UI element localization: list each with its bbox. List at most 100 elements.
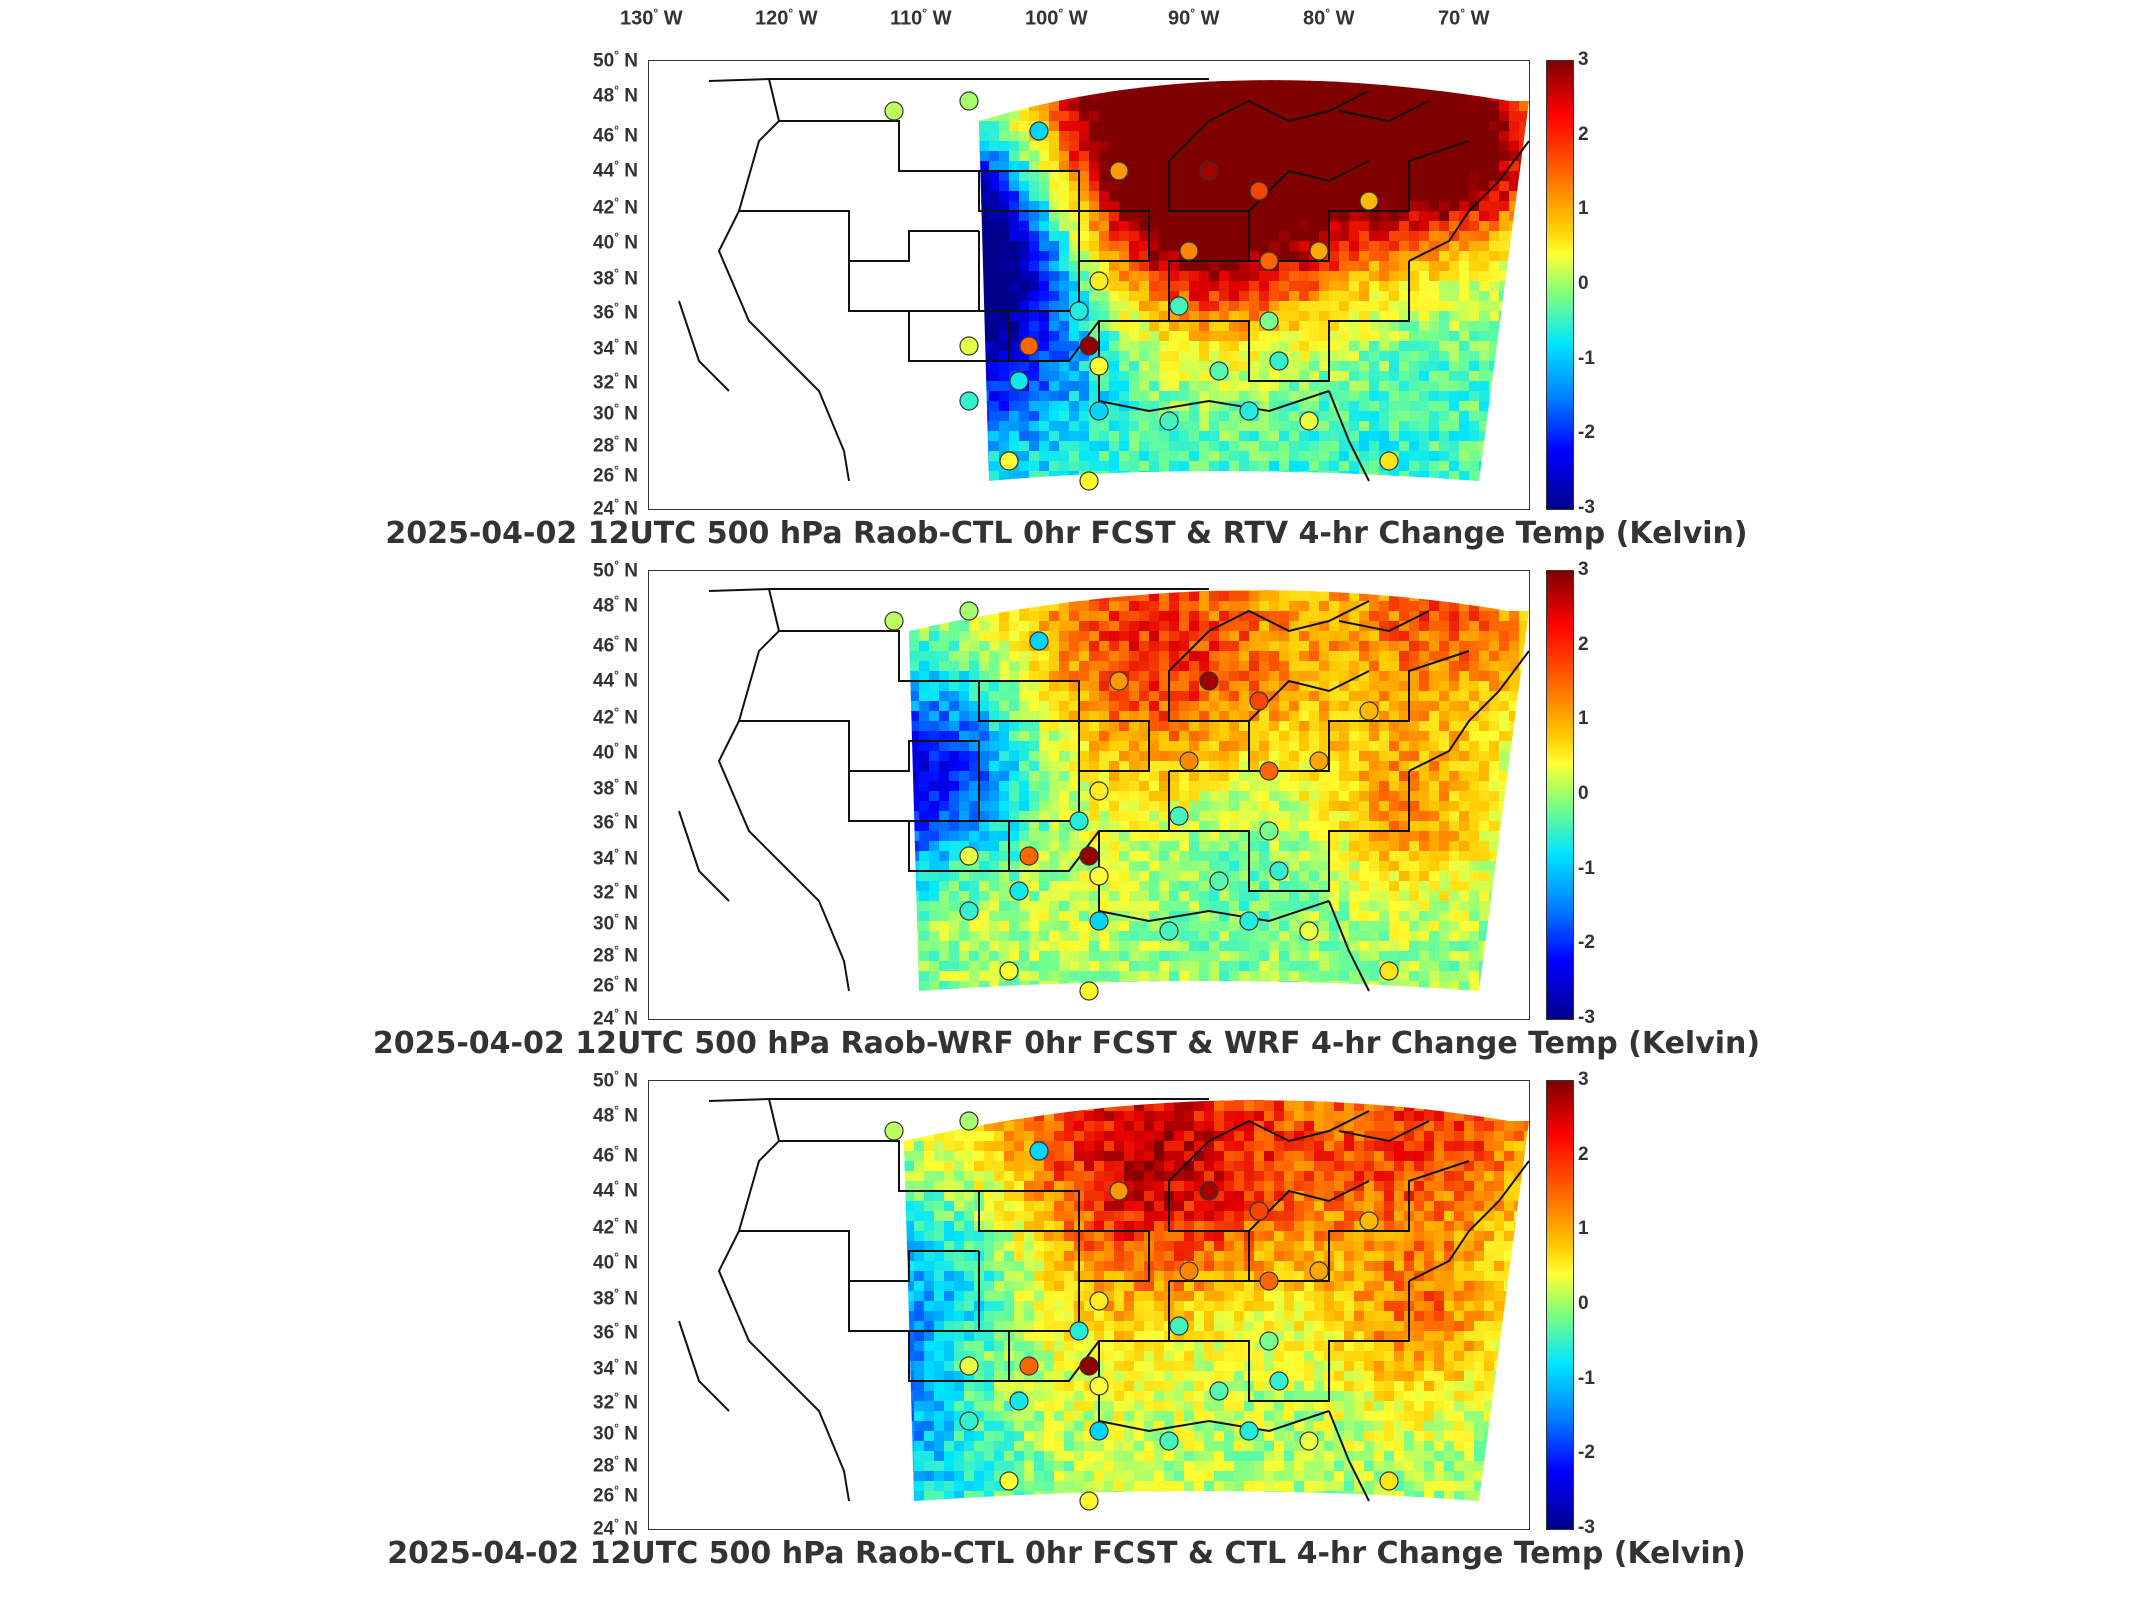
colorbar-tick-label: -1 bbox=[1578, 1367, 1595, 1389]
raob-station-marker bbox=[1259, 1331, 1279, 1351]
raob-station-marker bbox=[1109, 161, 1129, 181]
lat-label-50n: 50° N bbox=[593, 48, 638, 72]
lon-label-80w: 80° W bbox=[1303, 6, 1355, 30]
colorbar-tick-label: -3 bbox=[1578, 497, 1595, 518]
raob-station-marker bbox=[1079, 1356, 1099, 1376]
raob-station-marker bbox=[1239, 1421, 1259, 1441]
lat-label-30n: 30° N bbox=[593, 1421, 638, 1445]
colorbar-tick-label: -2 bbox=[1578, 932, 1595, 954]
raob-station-marker bbox=[1089, 356, 1109, 376]
raob-station-marker bbox=[1089, 1291, 1109, 1311]
lat-label-48n: 48° N bbox=[593, 1103, 638, 1127]
raob-station-marker bbox=[1269, 351, 1289, 371]
lat-label-32n: 32° N bbox=[593, 370, 638, 394]
raob-station-marker bbox=[1259, 311, 1279, 331]
colorbar bbox=[1546, 570, 1574, 1020]
lat-label-42n: 42° N bbox=[593, 1215, 638, 1239]
lat-label-50n: 50° N bbox=[593, 1068, 638, 1092]
raob-station-marker bbox=[1029, 631, 1049, 651]
raob-station-marker bbox=[1079, 846, 1099, 866]
lat-label-38n: 38° N bbox=[593, 266, 638, 290]
raob-station-marker bbox=[1309, 1261, 1329, 1281]
lat-label-40n: 40° N bbox=[593, 230, 638, 254]
raob-station-marker bbox=[1299, 411, 1319, 431]
raob-station-marker bbox=[1179, 241, 1199, 261]
raob-station-marker bbox=[999, 961, 1019, 981]
raob-station-marker bbox=[959, 391, 979, 411]
lat-label-32n: 32° N bbox=[593, 1390, 638, 1414]
lat-label-24n: 24° N bbox=[593, 496, 638, 520]
panel-caption: 2025-04-02 12UTC 500 hPa Raob-CTL 0hr FC… bbox=[387, 1536, 1746, 1571]
lat-label-48n: 48° N bbox=[593, 593, 638, 617]
colorbar bbox=[1546, 1080, 1574, 1530]
lat-label-44n: 44° N bbox=[593, 158, 638, 182]
lat-label-26n: 26° N bbox=[593, 1483, 638, 1507]
colorbar-tick-label: 3 bbox=[1578, 1069, 1589, 1090]
raob-station-marker bbox=[1379, 1471, 1399, 1491]
raob-station-marker bbox=[959, 1411, 979, 1431]
lat-label-28n: 28° N bbox=[593, 433, 638, 457]
anomaly-field bbox=[909, 590, 1529, 992]
raob-station-marker bbox=[1159, 411, 1179, 431]
raob-station-marker bbox=[999, 1471, 1019, 1491]
lat-label-30n: 30° N bbox=[593, 401, 638, 425]
raob-station-marker bbox=[1159, 921, 1179, 941]
lat-label-44n: 44° N bbox=[593, 1178, 638, 1202]
colorbar-tick-label: -1 bbox=[1578, 347, 1595, 369]
raob-station-marker bbox=[1089, 866, 1109, 886]
raob-station-marker bbox=[1299, 1431, 1319, 1451]
raob-station-marker bbox=[1249, 691, 1269, 711]
state-boundaries bbox=[678, 1097, 1529, 1502]
raob-station-marker bbox=[1359, 1211, 1379, 1231]
lat-label-38n: 38° N bbox=[593, 1286, 638, 1310]
raob-station-marker bbox=[1169, 806, 1189, 826]
raob-station-marker bbox=[1269, 1371, 1289, 1391]
raob-station-marker bbox=[999, 451, 1019, 471]
raob-station-marker bbox=[1259, 1271, 1279, 1291]
colorbar-tick-label: 3 bbox=[1578, 49, 1589, 70]
raob-station-marker bbox=[1169, 1316, 1189, 1336]
lat-label-26n: 26° N bbox=[593, 463, 638, 487]
lat-label-34n: 34° N bbox=[593, 1356, 638, 1380]
raob-station-marker bbox=[1379, 961, 1399, 981]
lat-label-42n: 42° N bbox=[593, 195, 638, 219]
state-boundaries bbox=[678, 77, 1529, 482]
lon-label-90w: 90° W bbox=[1168, 6, 1220, 30]
lat-label-30n: 30° N bbox=[593, 911, 638, 935]
lat-label-36n: 36° N bbox=[593, 300, 638, 324]
raob-station-marker bbox=[1199, 671, 1219, 691]
colorbar-tick-label: 3 bbox=[1578, 559, 1589, 580]
raob-station-marker bbox=[1209, 871, 1229, 891]
raob-station-marker bbox=[1179, 751, 1199, 771]
raob-station-marker bbox=[959, 91, 979, 111]
lon-label-110w: 110° W bbox=[890, 6, 952, 30]
raob-station-marker bbox=[1069, 811, 1089, 831]
raob-station-marker bbox=[1259, 821, 1279, 841]
colorbar-tick-label: -2 bbox=[1578, 422, 1595, 444]
map-frame bbox=[648, 1080, 1530, 1530]
colorbar-tick-label: 0 bbox=[1578, 1293, 1589, 1314]
raob-station-marker bbox=[1089, 911, 1109, 931]
temperature-field-map bbox=[678, 587, 1529, 1001]
raob-station-marker bbox=[1309, 241, 1329, 261]
colorbar-tick-label: 1 bbox=[1578, 708, 1589, 730]
raob-station-marker bbox=[1019, 846, 1039, 866]
raob-station-marker bbox=[1309, 751, 1329, 771]
raob-station-marker bbox=[884, 1121, 904, 1141]
raob-station-marker bbox=[1359, 701, 1379, 721]
lon-label-100w: 100° W bbox=[1025, 6, 1088, 30]
raob-station-marker bbox=[959, 901, 979, 921]
raob-station-marker bbox=[1029, 1141, 1049, 1161]
lat-label-28n: 28° N bbox=[593, 943, 638, 967]
raob-station-marker bbox=[1209, 1381, 1229, 1401]
lat-label-38n: 38° N bbox=[593, 776, 638, 800]
map-frame bbox=[648, 570, 1530, 1020]
lat-label-40n: 40° N bbox=[593, 1250, 638, 1274]
raob-stations bbox=[884, 1111, 1399, 1511]
raob-station-marker bbox=[1209, 361, 1229, 381]
lon-label-130w: 130° W bbox=[620, 6, 683, 30]
lon-label-70w: 70° W bbox=[1438, 6, 1490, 30]
lat-label-46n: 46° N bbox=[593, 123, 638, 147]
longitude-axis: 130° W 120° W 110° W 100° W 90° W 80° W … bbox=[0, 0, 2133, 40]
state-boundaries bbox=[678, 587, 1529, 992]
